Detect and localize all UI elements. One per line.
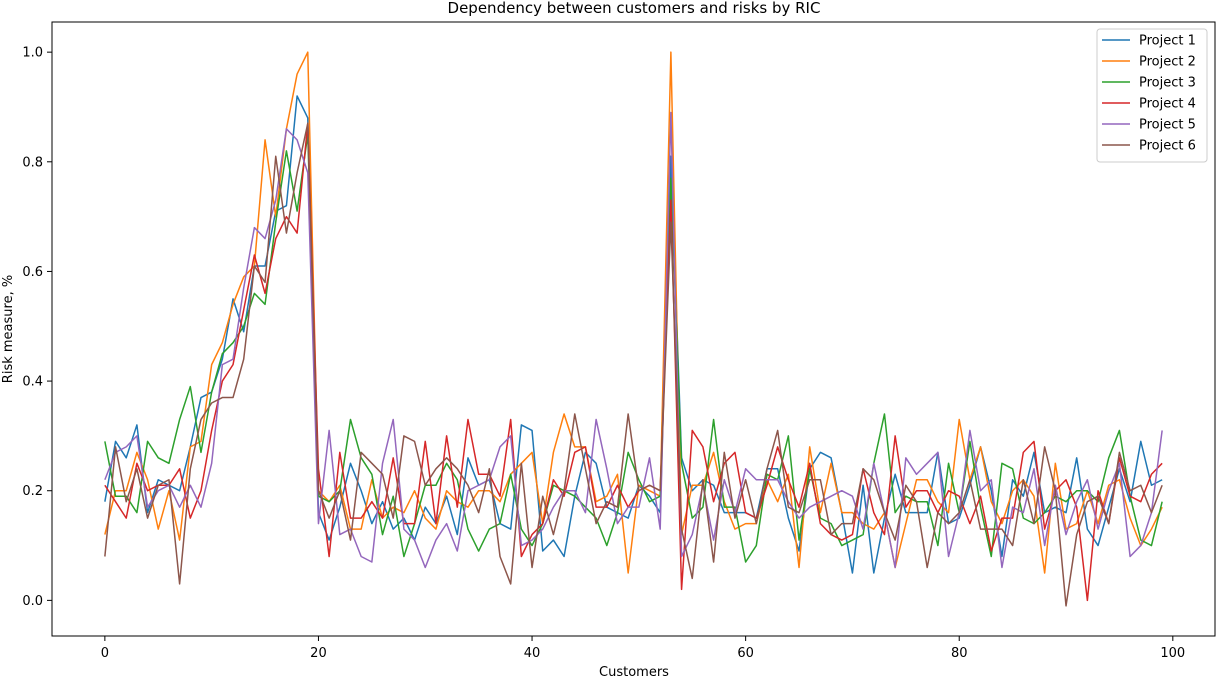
legend-label-project-2: Project 2: [1139, 55, 1196, 70]
x-tick-label: 60: [737, 646, 754, 661]
y-tick-label: 0.8: [22, 155, 43, 170]
x-tick-label: 80: [951, 646, 968, 661]
y-tick-label: 0.6: [22, 265, 43, 280]
series-line-project-6: [104, 122, 1163, 607]
x-tick-label: 20: [310, 646, 327, 661]
legend-label-project-4: Project 4: [1139, 97, 1196, 112]
x-tick-label: 100: [1160, 646, 1185, 661]
y-axis-label: Risk measure, %: [1, 275, 16, 383]
series-line-project-2: [104, 51, 1163, 574]
series-line-project-3: [104, 133, 1163, 563]
y-tick-label: 0.4: [22, 375, 43, 390]
y-tick-label: 0.2: [22, 484, 43, 499]
x-tick-label: 40: [524, 646, 541, 661]
series-line-project-1: [104, 95, 1163, 574]
plot-lines: [104, 51, 1163, 607]
plot-frame: [51, 21, 1216, 637]
x-tick-label: 0: [101, 646, 109, 661]
x-axis: 0 20 40 60 80 100: [101, 636, 1185, 661]
legend: Project 1 Project 2 Project 3 Project 4 Proj…: [1096, 28, 1208, 163]
series-line-project-5: [104, 111, 1163, 569]
legend-box: [1096, 28, 1208, 163]
x-axis-label: Customers: [599, 665, 669, 677]
legend-label-project-1: Project 1: [1139, 34, 1196, 49]
legend-label-project-3: Project 3: [1139, 76, 1196, 91]
legend-label-project-5: Project 5: [1139, 118, 1196, 133]
y-tick-label: 0.0: [22, 594, 43, 609]
y-tick-label: 1.0: [22, 46, 43, 61]
legend-label-project-6: Project 6: [1139, 139, 1196, 154]
chart-title: Dependency between customers and risks b…: [448, 0, 821, 17]
series-line-project-4: [104, 122, 1163, 602]
y-axis: 0.0 0.2 0.4 0.6 0.8 1.0: [22, 46, 52, 609]
